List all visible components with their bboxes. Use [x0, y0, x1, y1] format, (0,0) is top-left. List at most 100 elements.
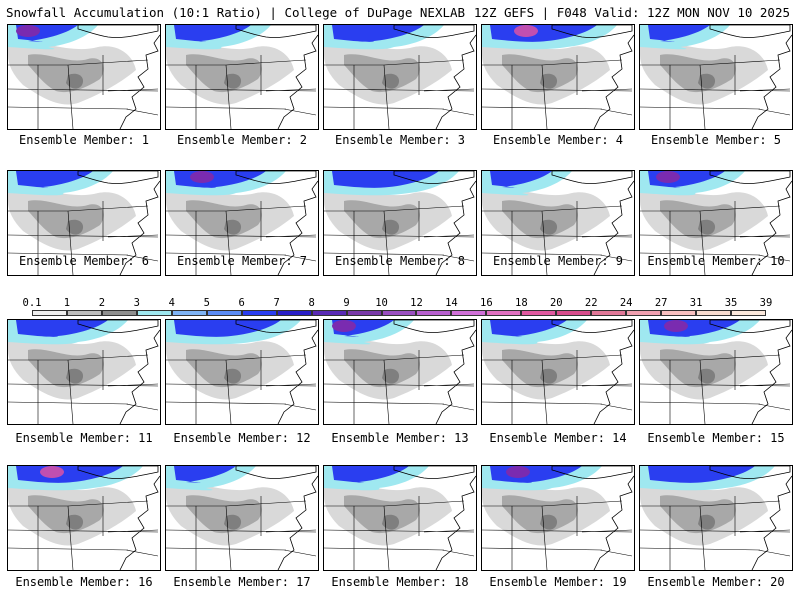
snow-band-blue	[490, 320, 567, 337]
legend-label: 5	[203, 297, 210, 309]
legend-label: 24	[619, 297, 633, 309]
snow-shading-dark	[66, 368, 84, 384]
snow-shading-dark	[66, 73, 84, 89]
great-lakes-outline	[551, 171, 633, 184]
snow-band-blue	[332, 171, 439, 188]
panel-caption: Ensemble Member: 9	[492, 254, 624, 268]
great-lakes-outline	[235, 25, 317, 38]
map-svg	[324, 466, 476, 570]
legend-swatch	[206, 310, 242, 316]
map-svg	[640, 466, 792, 570]
snow-shading-dark	[224, 73, 242, 89]
snow-shading-dark	[698, 514, 716, 530]
legend-label: 18	[515, 297, 528, 309]
great-lakes-outline	[709, 320, 791, 333]
coastline	[593, 329, 634, 424]
snow-band-purple	[16, 25, 40, 37]
legend-label: 7	[273, 297, 280, 309]
legend-label: 6	[238, 297, 245, 309]
map-svg	[324, 320, 476, 424]
great-lakes-outline	[235, 466, 317, 479]
great-lakes-outline	[77, 171, 159, 184]
snow-shading-dark	[540, 73, 558, 89]
legend-label: 27	[654, 297, 668, 309]
state-borders	[8, 201, 159, 275]
map-svg	[166, 25, 318, 129]
state-borders	[324, 496, 475, 570]
panel-caption: Ensemble Member: 15	[647, 431, 785, 445]
map-panel	[639, 170, 793, 276]
state-borders	[324, 201, 475, 275]
map-svg	[482, 320, 634, 424]
legend-label: 3	[133, 297, 141, 309]
legend-label: 31	[689, 297, 703, 309]
map-svg	[640, 171, 792, 275]
legend-label: 12	[410, 297, 423, 309]
great-lakes-outline	[235, 171, 317, 184]
coastline	[593, 34, 634, 129]
snow-band-blue	[648, 466, 755, 483]
snow-band-blue	[332, 466, 409, 483]
snow-band-purple	[40, 466, 64, 478]
snow-shading-dark	[224, 219, 242, 235]
state-borders	[640, 55, 791, 129]
panel-caption: Ensemble Member: 7	[176, 254, 308, 268]
map-panel	[165, 465, 319, 571]
coastline	[119, 475, 160, 570]
panel-caption: Ensemble Member: 16	[15, 575, 153, 589]
snow-shading-dark	[698, 73, 716, 89]
panel-caption: Ensemble Member: 11	[15, 431, 153, 445]
map-panel	[481, 465, 635, 571]
coastline	[277, 180, 318, 275]
snow-band-blue	[16, 320, 108, 337]
legend-swatch	[136, 310, 172, 316]
legend-swatch	[626, 310, 662, 316]
panel-caption: Ensemble Member: 2	[176, 133, 308, 147]
state-borders	[324, 350, 475, 424]
snow-shading-dark	[540, 368, 558, 384]
map-panel	[323, 24, 477, 130]
map-panel	[481, 24, 635, 130]
panel-caption: Ensemble Member: 5	[650, 133, 782, 147]
color-legend: 0.1 1 2 3 4 5 6 7 8 9 10 12 14 16 18 20 22 24 27 31 35 39	[8, 297, 792, 319]
snow-shading-dark	[698, 219, 716, 235]
legend-swatch	[521, 310, 557, 316]
snow-band-purple	[506, 466, 530, 478]
snow-shading-dark	[382, 514, 400, 530]
map-panel	[481, 170, 635, 276]
map-panel	[165, 319, 319, 425]
map-svg	[8, 25, 160, 129]
snow-band-purple	[656, 171, 680, 183]
coastline	[751, 34, 792, 129]
legend-swatch	[696, 310, 732, 316]
great-lakes-outline	[77, 25, 159, 38]
panel-caption: Ensemble Member: 20	[647, 575, 785, 589]
legend-swatch	[486, 310, 522, 316]
coastline	[119, 180, 160, 275]
legend-label: 14	[445, 297, 458, 309]
state-borders	[8, 55, 159, 129]
legend-label: 20	[549, 297, 563, 309]
panel-caption: Ensemble Member: 1	[18, 133, 150, 147]
panel-caption: Ensemble Member: 12	[173, 431, 311, 445]
map-svg	[8, 171, 160, 275]
coastline	[435, 180, 476, 275]
legend-swatch	[101, 310, 137, 316]
snow-band-purple	[664, 320, 688, 332]
state-borders	[640, 350, 791, 424]
legend-label: 9	[343, 297, 350, 309]
map-panel	[639, 24, 793, 130]
panel-caption: Ensemble Member: 13	[331, 431, 469, 445]
snow-band-blue	[16, 171, 93, 188]
great-lakes-outline	[393, 171, 475, 184]
legend-swatch	[311, 310, 347, 316]
legend-swatch	[241, 310, 277, 316]
map-panel	[7, 170, 161, 276]
legend-swatch	[381, 310, 417, 316]
map-panel	[165, 170, 319, 276]
legend-swatch	[276, 310, 312, 316]
legend-label: 10	[375, 297, 388, 309]
great-lakes-outline	[77, 466, 159, 479]
state-borders	[166, 496, 317, 570]
